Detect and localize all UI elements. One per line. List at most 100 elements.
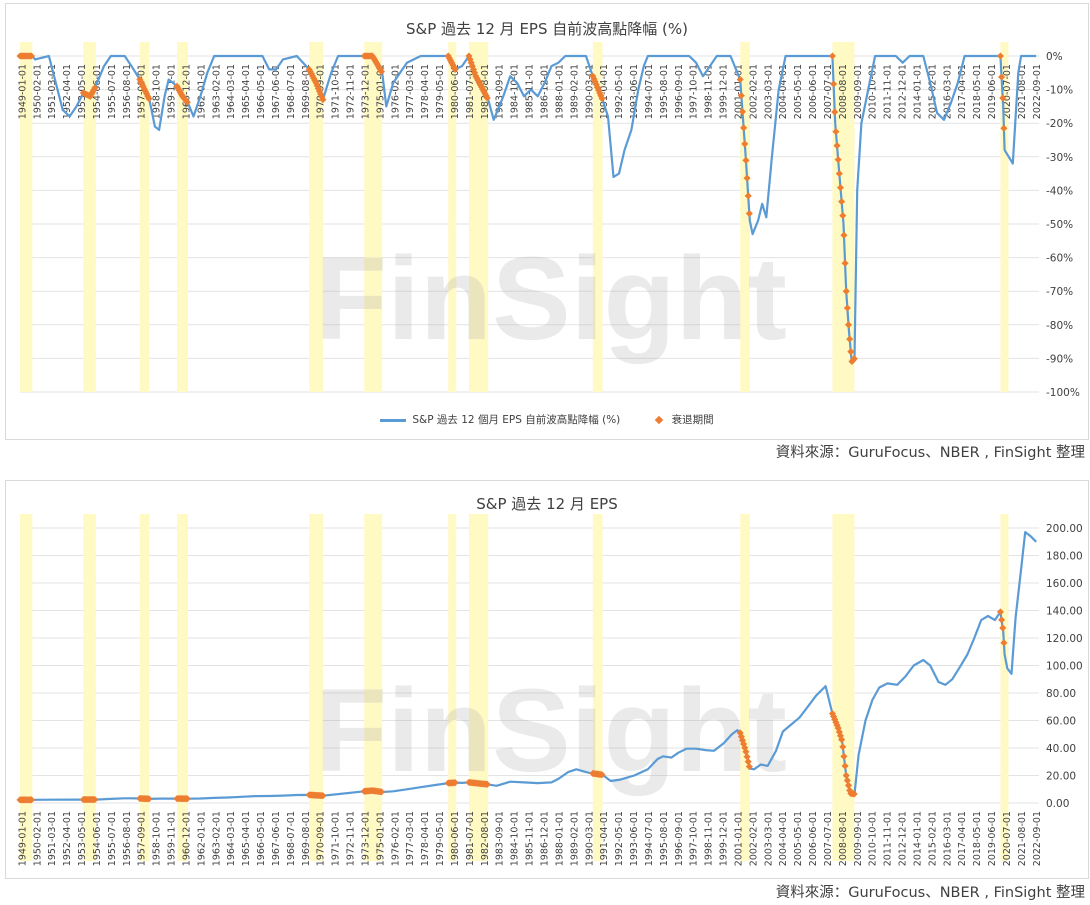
x-tick-label: 2009-09-01 xyxy=(853,811,864,866)
x-tick-label: 1973-12-01 xyxy=(360,64,371,119)
recession-marker xyxy=(844,321,853,329)
recession-band xyxy=(364,514,383,861)
x-tick-label: 1993-06-01 xyxy=(629,811,640,866)
recession-marker xyxy=(831,108,839,116)
x-tick-label: 2006-06-01 xyxy=(808,64,819,119)
recession-band xyxy=(448,42,457,392)
x-tick-label: 1991-04-01 xyxy=(599,64,610,119)
recession-marker xyxy=(736,75,744,84)
recession-marker xyxy=(742,156,750,164)
x-tick-label: 1969-08-01 xyxy=(301,64,312,119)
x-tick-label: 2021-08-01 xyxy=(1017,811,1028,866)
x-tick-label: 1995-08-01 xyxy=(659,811,670,866)
drawdown-chart-legend: S&P 過去 12 個月 EPS 自前波高點降幅 (%) 衰退期間 xyxy=(6,412,1088,427)
x-tick-label: 2016-03-01 xyxy=(942,811,953,866)
x-tick-label: 1976-02-01 xyxy=(390,64,401,119)
x-tick-label: 1970-09-01 xyxy=(316,811,327,866)
y-tick-label: -80% xyxy=(1046,320,1073,332)
x-tick-label: 2003-03-01 xyxy=(763,64,774,119)
recession-marker xyxy=(996,52,1004,60)
x-tick-label: 2005-05-01 xyxy=(793,811,804,866)
x-tick-label: 2010-10-01 xyxy=(868,64,879,119)
x-tick-label: 1994-07-01 xyxy=(644,811,655,866)
x-tick-label: 1996-09-01 xyxy=(674,64,685,119)
x-tick-label: 1966-05-01 xyxy=(256,64,267,119)
x-tick-label: 1950-02-01 xyxy=(32,64,43,119)
y-tick-label: 120.00 xyxy=(1046,633,1083,645)
x-tick-label: 1986-12-01 xyxy=(539,64,550,119)
y-tick-label: -90% xyxy=(1046,353,1073,365)
recession-marker xyxy=(839,743,847,751)
x-tick-label: 2009-09-01 xyxy=(853,64,864,119)
x-tick-label: 1963-02-01 xyxy=(211,64,222,119)
recession-band xyxy=(176,42,188,392)
recession-marker xyxy=(744,192,752,200)
x-tick-label: 1999-12-01 xyxy=(719,811,730,866)
x-tick-label: 1979-05-01 xyxy=(435,64,446,119)
x-tick-label: 2020-07-01 xyxy=(1002,811,1013,866)
recession-marker xyxy=(483,94,491,102)
x-tick-label: 1967-06-01 xyxy=(271,64,282,119)
x-tick-label: 1979-05-01 xyxy=(435,811,446,866)
recession-marker xyxy=(843,304,851,312)
x-tick-label: 2002-02-01 xyxy=(748,811,759,866)
x-tick-label: 1958-10-01 xyxy=(152,811,163,866)
x-tick-label: 2014-01-01 xyxy=(912,64,923,119)
x-tick-label: 2001-01-01 xyxy=(733,811,744,866)
x-tick-label: 1954-06-01 xyxy=(92,64,103,119)
recession-marker xyxy=(843,776,851,785)
series-line xyxy=(20,54,1037,363)
x-tick-label: 1985-11-01 xyxy=(525,811,536,866)
x-tick-label: 1965-04-01 xyxy=(241,811,252,866)
source-note-bottom: 資料來源：GuruFocus、NBER , FinSight 整理 xyxy=(775,885,1085,901)
y-tick-label: -100% xyxy=(1046,387,1080,399)
recession-marker xyxy=(840,752,848,760)
recession-marker xyxy=(833,142,841,150)
recession-marker xyxy=(834,156,842,164)
finsight-watermark: FinSight xyxy=(315,233,787,365)
series-line xyxy=(20,531,1037,801)
x-tick-label: 1998-11-01 xyxy=(704,811,715,866)
x-tick-label: 1960-12-01 xyxy=(181,811,192,866)
x-tick-label: 1988-01-01 xyxy=(554,811,565,866)
x-tick-label: 2012-12-01 xyxy=(898,811,909,866)
x-tick-label: 1949-01-01 xyxy=(17,64,28,119)
y-tick-label: 80.00 xyxy=(1046,688,1076,700)
x-tick-label: 2017-04-01 xyxy=(957,811,968,866)
x-tick-label: 1989-02-01 xyxy=(569,811,580,866)
x-tick-label: 1984-10-01 xyxy=(510,64,521,119)
recession-marker xyxy=(830,80,838,88)
recession-marker xyxy=(598,95,606,103)
recession-marker xyxy=(483,780,491,788)
x-tick-label: 1960-12-01 xyxy=(181,64,192,119)
y-tick-label: -70% xyxy=(1046,286,1073,298)
drawdown-chart-panel: S&P 過去 12 月 EPS 自前波高點降幅 (%) 0% -10% -20% -3… xyxy=(5,3,1089,440)
x-tick-label: 1998-11-01 xyxy=(704,64,715,119)
y-tick-label: -50% xyxy=(1046,219,1073,231)
recession-marker xyxy=(743,753,751,761)
x-tick-label: 1986-12-01 xyxy=(539,811,550,866)
legend-line-label: S&P 過去 12 個月 EPS 自前波高點降幅 (%) xyxy=(412,414,621,426)
x-tick-label: 1962-01-01 xyxy=(196,811,207,866)
recession-band xyxy=(1000,42,1009,392)
recession-marker xyxy=(838,198,846,206)
x-tick-label: 1997-10-01 xyxy=(689,64,700,119)
recession-marker xyxy=(847,348,855,356)
recession-marker xyxy=(745,763,753,771)
recession-marker xyxy=(840,231,848,239)
recession-band xyxy=(592,514,603,861)
x-tick-label: 1965-04-01 xyxy=(241,64,252,119)
recession-marker xyxy=(844,781,853,789)
x-tick-label: 2008-08-01 xyxy=(838,811,849,866)
y-tick-label: 0% xyxy=(1046,51,1063,63)
recession-marker xyxy=(836,184,845,192)
x-tick-label: 1975-01-01 xyxy=(375,811,386,866)
x-tick-label: 2005-05-01 xyxy=(793,64,804,119)
recession-marker xyxy=(738,108,747,116)
recession-marker xyxy=(377,68,386,76)
x-tick-label: 1959-11-01 xyxy=(167,64,178,119)
y-tick-label: 140.00 xyxy=(1046,606,1083,618)
eps-chart-svg: 200.00 180.00 160.00 140.00 120.00 100.00 80.0… xyxy=(16,514,1083,866)
recession-marker xyxy=(742,748,750,756)
recession-marker xyxy=(999,624,1007,632)
